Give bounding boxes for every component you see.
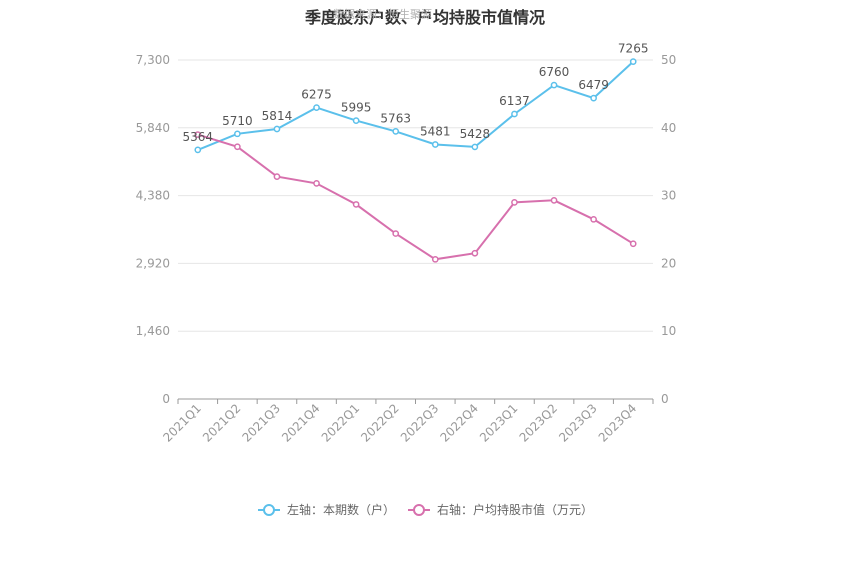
y-right-tick-label: 10 [661, 324, 676, 338]
y-right-tick-label: 20 [661, 256, 676, 270]
series-2-point[interactable] [471, 249, 479, 257]
series-1-point[interactable] [194, 146, 202, 154]
grid-lines [178, 59, 653, 332]
chart-title: 季度股东户数、户均持股市值情况 [304, 8, 545, 27]
x-tick-label: 2022Q3 [398, 401, 442, 445]
series-2-point[interactable] [629, 240, 637, 248]
x-tick-label: 2021Q2 [200, 401, 244, 445]
x-tick-label: 2021Q3 [240, 401, 284, 445]
y-axis-right: 0 10 20 30 40 50 [661, 53, 676, 406]
legend[interactable]: 左轴：本期数（户） 右轴：户均持股市值（万元） [258, 502, 593, 517]
x-tick-label: 2023Q1 [477, 401, 521, 445]
x-tick-label: 2021Q1 [160, 401, 204, 445]
data-label: 5481 [420, 124, 451, 138]
y-left-tick-label: 2,920 [136, 256, 170, 270]
data-label: 5995 [341, 101, 372, 115]
y-left-tick-label: 1,460 [136, 324, 170, 338]
series-1-point[interactable] [234, 130, 241, 138]
data-label: 5710 [222, 114, 253, 128]
y-left-tick-label: 5,840 [136, 121, 170, 135]
legend-item-2[interactable]: 右轴：户均持股市值（万元） [408, 502, 593, 517]
series-1-point[interactable] [313, 104, 320, 111]
series-line-2 [197, 133, 634, 261]
y-right-tick-label: 0 [661, 392, 669, 406]
data-label: 6760 [539, 65, 570, 79]
legend-label-2: 右轴：户均持股市值（万元） [437, 502, 593, 517]
series-1-point[interactable] [273, 125, 281, 133]
x-tick-label: 2022Q1 [319, 401, 363, 445]
series-1-point[interactable] [550, 81, 558, 89]
y-left-tick-label: 0 [162, 392, 170, 406]
series-1-point[interactable] [590, 94, 597, 102]
x-tick-label: 2021Q4 [279, 401, 323, 445]
x-axis: 2021Q12021Q22021Q32021Q42022Q12022Q22022… [160, 398, 654, 445]
x-tick-label: 2022Q2 [358, 401, 402, 445]
data-label: 6137 [499, 94, 530, 108]
y-right-tick-label: 50 [661, 53, 676, 67]
y-left-tick-label: 4,380 [136, 189, 170, 203]
series-1-point[interactable] [471, 143, 479, 151]
data-label: 6275 [301, 88, 332, 102]
data-labels: 5364 5710 5814 6275 5995 5763 5481 5428 6137 6760… [183, 42, 649, 144]
series-2-point[interactable] [194, 131, 202, 138]
x-tick-label: 2023Q4 [596, 401, 640, 445]
watermark: 数据来源：恒生聚源 [333, 8, 432, 21]
x-tick-label: 2022Q4 [437, 401, 481, 445]
legend-marker-2 [413, 504, 425, 516]
series-2-point[interactable] [590, 215, 597, 223]
data-label: 7265 [618, 42, 649, 56]
series-1-point[interactable] [511, 110, 518, 118]
series-2-point[interactable] [234, 143, 241, 151]
legend-item-1[interactable]: 左轴：本期数（户） [258, 502, 395, 517]
data-label: 5763 [380, 111, 411, 125]
series-1-point[interactable] [629, 58, 637, 65]
legend-label-1: 左轴：本期数（户） [287, 502, 395, 517]
series-1-point[interactable] [431, 141, 439, 148]
series-2-point[interactable] [431, 255, 439, 263]
data-label: 5814 [262, 109, 293, 123]
y-axis-left: 0 1,460 2,920 4,380 5,840 7,300 [136, 53, 170, 406]
data-label: 6479 [578, 78, 609, 92]
series-2-point[interactable] [550, 196, 558, 204]
series-2-point[interactable] [273, 173, 281, 180]
y-right-tick-label: 30 [661, 189, 676, 203]
data-label: 5364 [183, 130, 214, 144]
series-layer [194, 58, 637, 263]
y-left-tick-label: 7,300 [136, 53, 170, 67]
x-tick-label: 2023Q3 [556, 401, 600, 445]
series-2-point[interactable] [313, 180, 320, 187]
y-right-tick-label: 40 [661, 121, 676, 135]
series-2-point[interactable] [352, 201, 360, 208]
x-tick-label: 2023Q2 [517, 401, 561, 445]
series-2-point[interactable] [392, 230, 400, 237]
series-line-1 [197, 60, 634, 151]
legend-marker-1 [263, 504, 275, 516]
series-2-point[interactable] [511, 199, 518, 206]
series-1-point[interactable] [352, 117, 360, 124]
series-1-point[interactable] [392, 128, 400, 135]
data-label: 5428 [460, 127, 491, 141]
